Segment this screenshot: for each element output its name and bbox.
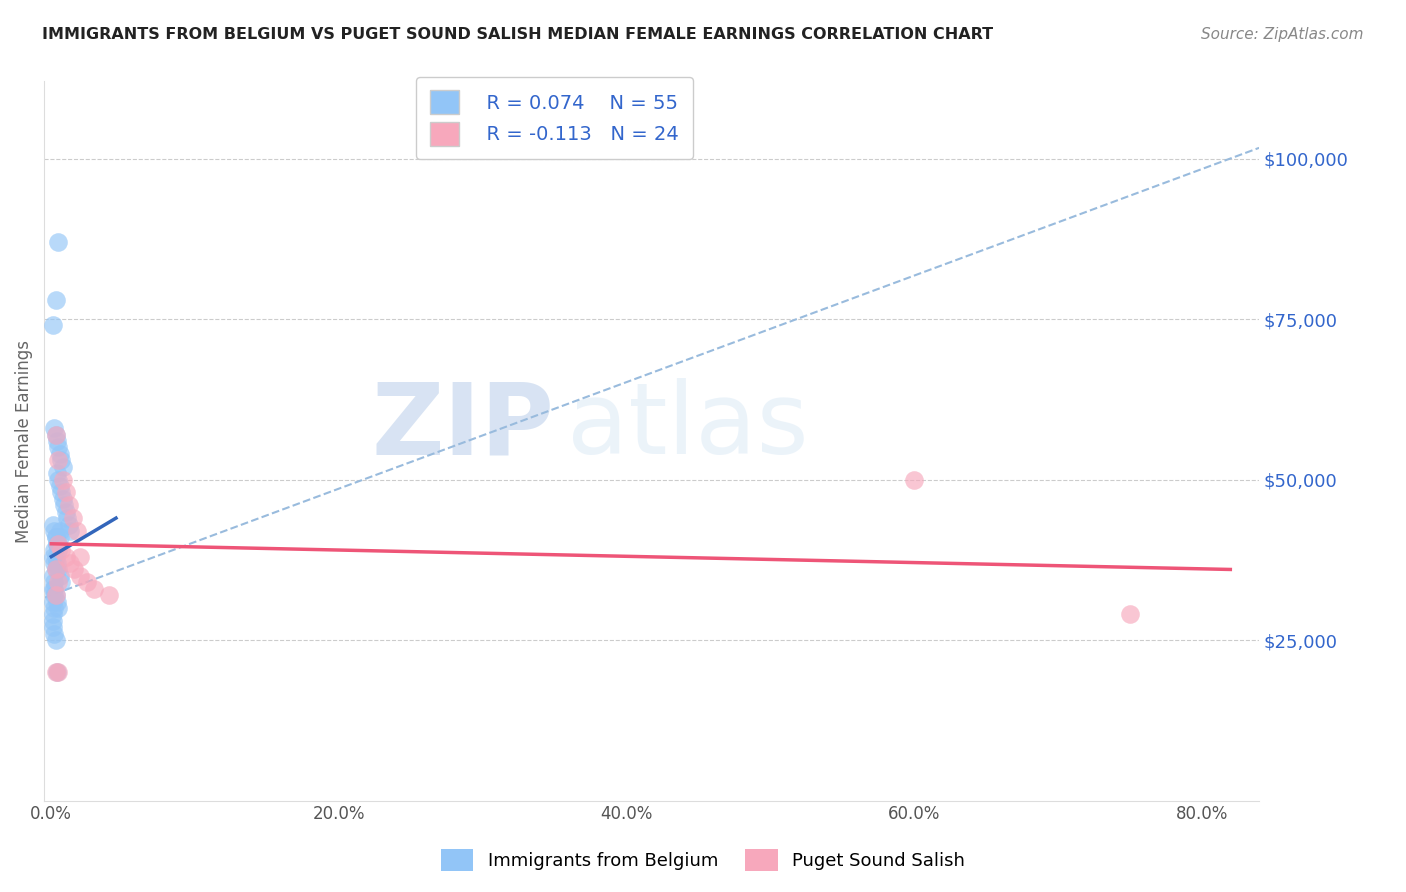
Point [48,575,70,590]
Point [56,511,79,525]
Point [45,562,67,576]
Point [42,607,65,622]
Point [76,575,98,590]
Point [59,524,82,538]
Point [49,530,72,544]
Point [51,485,73,500]
Point [46,594,69,608]
Point [45,549,67,564]
Text: IMMIGRANTS FROM BELGIUM VS PUGET SOUND SALISH MEDIAN FEMALE EARNINGS CORRELATION: IMMIGRANTS FROM BELGIUM VS PUGET SOUND S… [42,27,993,42]
Point [49,569,72,583]
Point [66,524,89,538]
Legend: Immigrants from Belgium, Puget Sound Salish: Immigrants from Belgium, Puget Sound Sal… [433,842,973,879]
Point [44,582,66,596]
Point [48,665,70,680]
Point [46,537,69,551]
Text: ZIP: ZIP [371,378,554,475]
Point [45,427,67,442]
Point [44,524,66,538]
Point [58,498,80,512]
Point [53,498,76,512]
Point [42,517,65,532]
Point [51,543,73,558]
Point [48,235,70,249]
Point [55,549,77,564]
Point [45,665,67,680]
Point [45,633,67,648]
Point [46,537,69,551]
Y-axis label: Median Female Earnings: Median Female Earnings [15,340,32,542]
Point [45,588,67,602]
Legend:   R = 0.074    N = 55,   R = -0.113   N = 24: R = 0.074 N = 55, R = -0.113 N = 24 [416,77,693,160]
Point [44,421,66,435]
Point [51,575,73,590]
Point [44,626,66,640]
Point [48,473,70,487]
Point [46,466,69,480]
Point [903,473,925,487]
Point [48,537,70,551]
Point [97,588,120,602]
Point [69,569,91,583]
Point [45,530,67,544]
Point [59,556,82,570]
Point [42,582,65,596]
Point [52,459,75,474]
Point [44,601,66,615]
Point [42,318,65,333]
Point [58,517,80,532]
Point [46,556,69,570]
Point [42,620,65,634]
Point [45,530,67,544]
Point [83,582,105,596]
Point [42,549,65,564]
Point [42,594,65,608]
Text: Source: ZipAtlas.com: Source: ZipAtlas.com [1201,27,1364,42]
Point [63,562,86,576]
Point [45,562,67,576]
Point [46,434,69,448]
Point [51,453,73,467]
Point [44,543,66,558]
Point [49,447,72,461]
Point [44,588,66,602]
Point [48,441,70,455]
Point [45,588,67,602]
Point [1118,607,1140,622]
Point [48,543,70,558]
Point [46,665,69,680]
Point [45,427,67,442]
Point [48,453,70,467]
Point [49,479,72,493]
Point [69,549,91,564]
Point [48,537,70,551]
Point [42,614,65,628]
Point [52,473,75,487]
Point [48,601,70,615]
Point [49,524,72,538]
Text: atlas: atlas [567,378,808,475]
Point [44,575,66,590]
Point [55,505,77,519]
Point [42,569,65,583]
Point [52,491,75,506]
Point [45,293,67,307]
Point [48,562,70,576]
Point [62,511,84,525]
Point [55,485,77,500]
Point [44,556,66,570]
